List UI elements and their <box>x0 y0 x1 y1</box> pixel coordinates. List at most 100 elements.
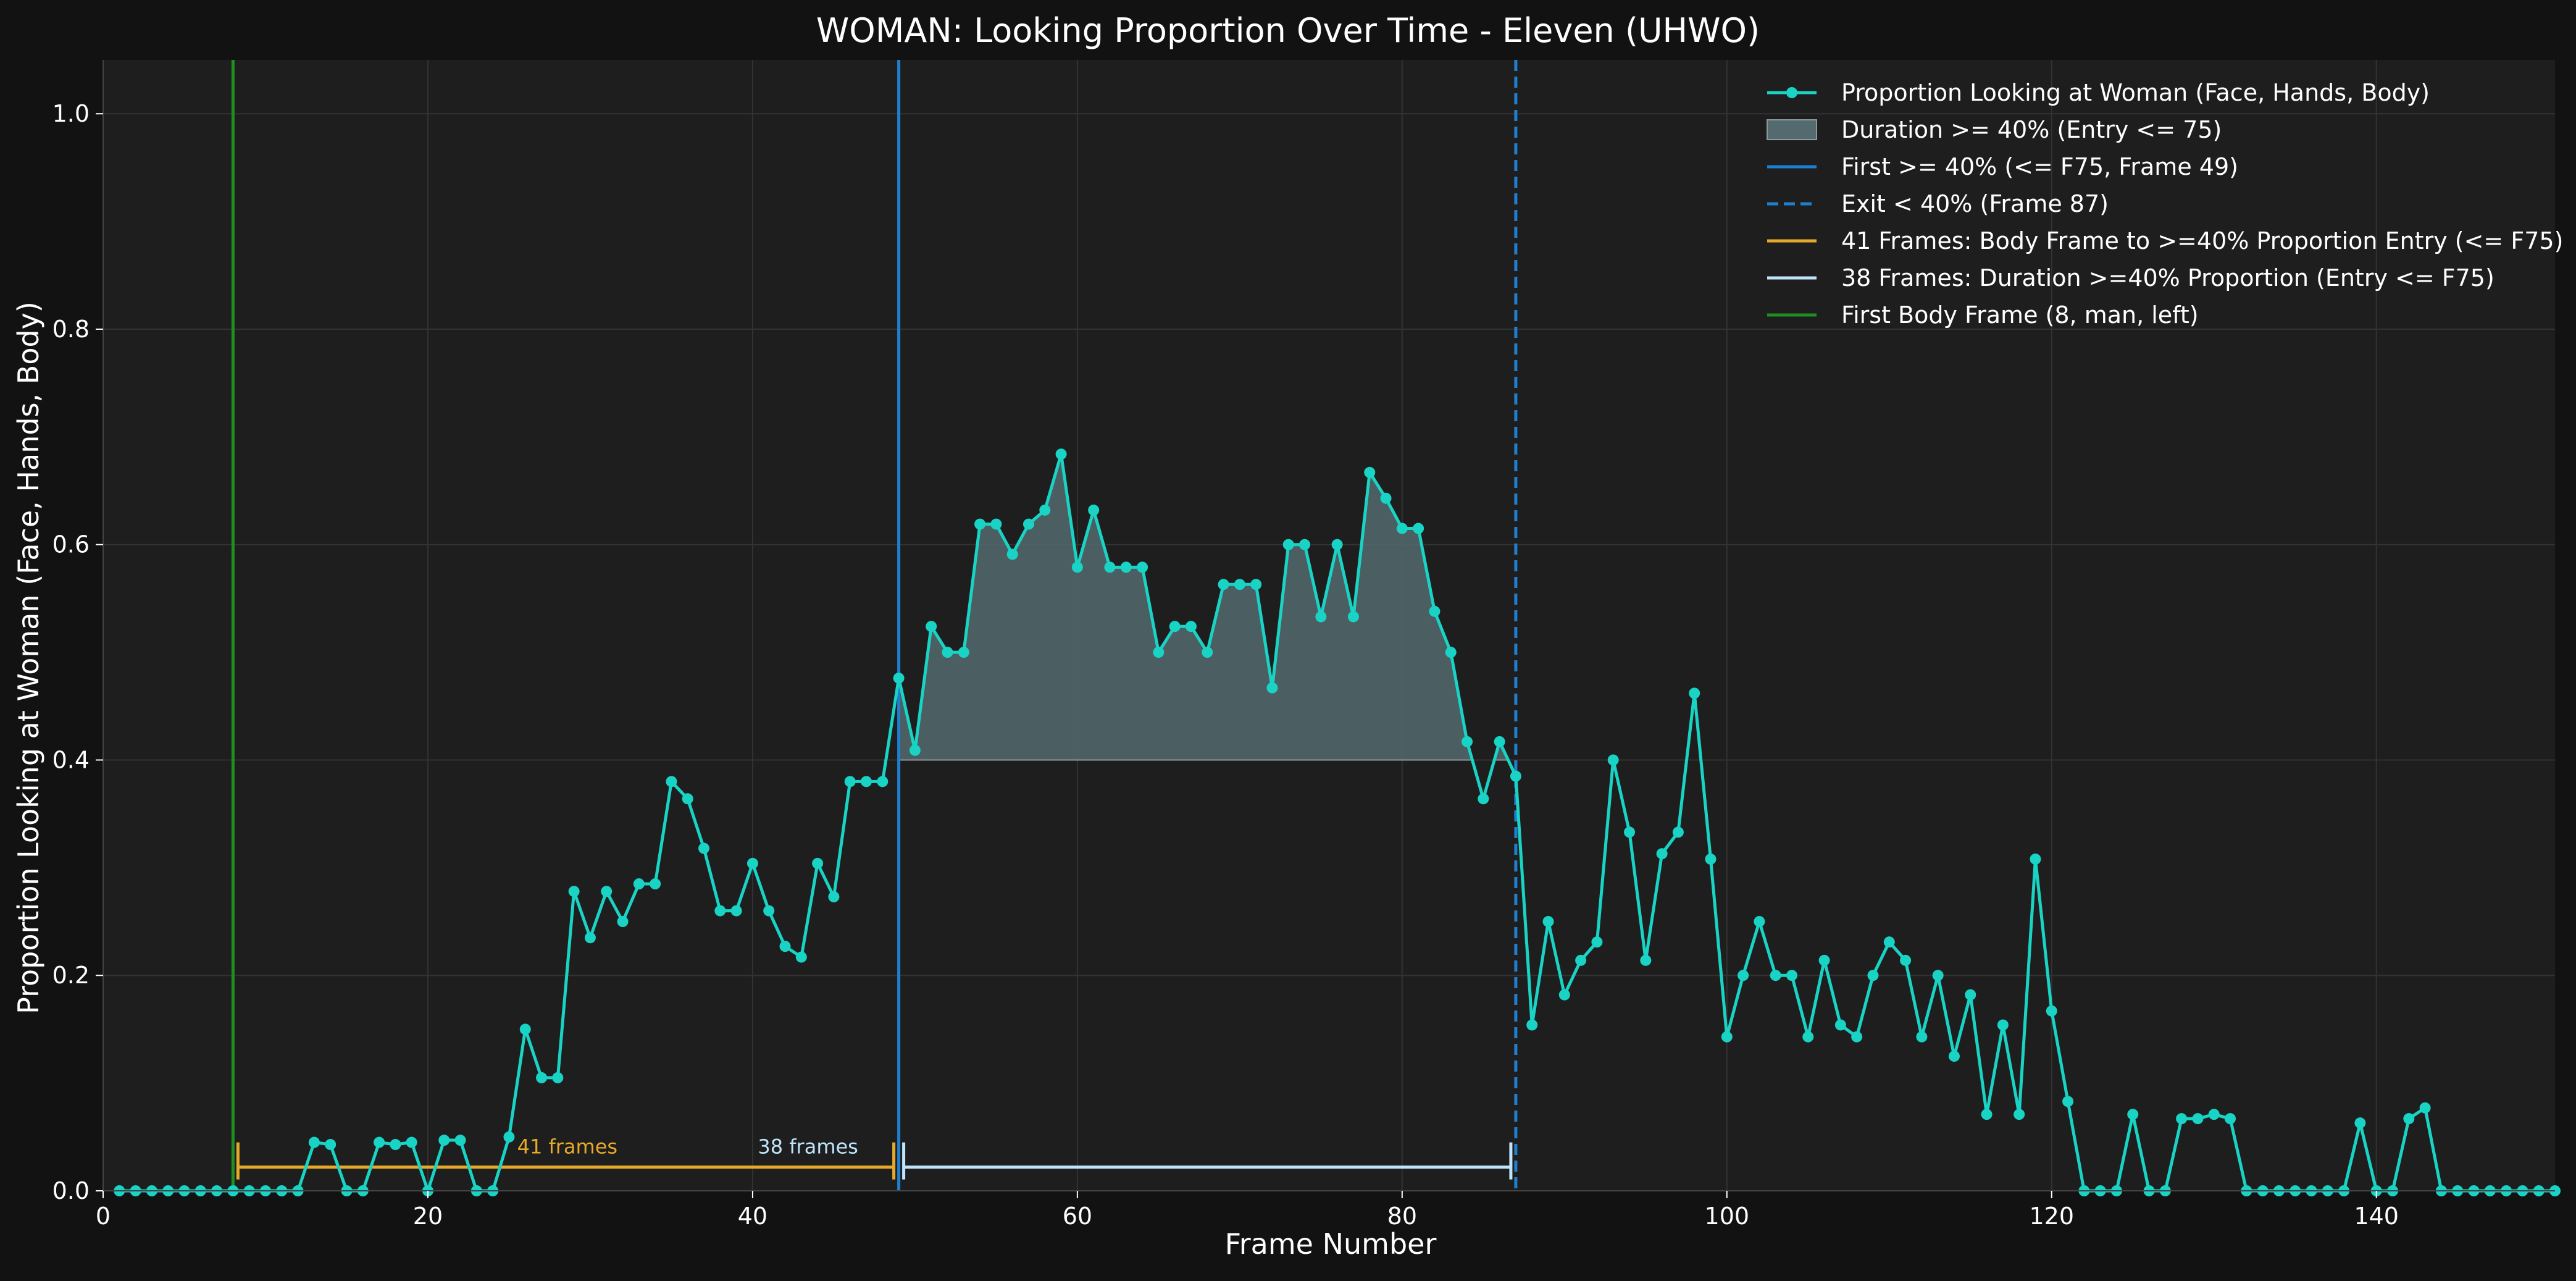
data-point <box>828 891 840 902</box>
data-point <box>1071 561 1083 573</box>
x-tick-label: 140 <box>2354 1203 2399 1230</box>
data-point <box>584 932 596 944</box>
data-point <box>958 647 969 658</box>
data-point <box>2419 1102 2431 1114</box>
data-point <box>1981 1109 1993 1120</box>
data-point <box>1055 448 1067 460</box>
data-point <box>1786 970 1797 981</box>
data-point <box>1266 682 1278 694</box>
y-tick-label: 0.4 <box>52 746 90 773</box>
data-point <box>1965 989 1976 1001</box>
data-point <box>990 518 1002 530</box>
data-point <box>1851 1031 1863 1043</box>
data-point <box>1672 826 1684 838</box>
data-point <box>374 1136 385 1148</box>
data-point <box>1022 518 1034 530</box>
chart-title: WOMAN: Looking Proportion Over Time - El… <box>816 11 1760 50</box>
data-point <box>2403 1113 2415 1125</box>
data-point <box>1558 989 1570 1001</box>
b41-annotation: 41 frames <box>517 1135 617 1159</box>
x-tick-label: 60 <box>1063 1203 1092 1230</box>
data-point <box>2176 1113 2188 1125</box>
data-point <box>1347 611 1359 623</box>
data-point <box>1575 954 1587 966</box>
data-point <box>1916 1031 1928 1043</box>
data-point <box>2192 1113 2204 1125</box>
data-point <box>2208 1109 2220 1120</box>
data-point <box>650 878 661 890</box>
data-point <box>2127 1109 2139 1120</box>
data-point <box>1867 970 1879 981</box>
data-point <box>893 672 905 684</box>
data-point <box>1591 936 1603 948</box>
x-tick-label: 80 <box>1387 1203 1417 1230</box>
data-point <box>1624 826 1636 838</box>
legend-label-first: First >= 40% (<= F75, Frame 49) <box>1841 153 2238 180</box>
data-point <box>1705 853 1717 865</box>
data-point <box>1282 539 1294 550</box>
legend-swatch-fill <box>1767 119 1817 140</box>
data-point <box>519 1023 531 1035</box>
data-point <box>1364 466 1376 478</box>
legend-label-b38: 38 Frames: Duration >=40% Proportion (En… <box>1841 264 2494 292</box>
data-point <box>2030 853 2041 865</box>
data-point <box>877 776 889 788</box>
data-point <box>844 776 856 788</box>
data-point <box>1429 605 1441 617</box>
x-tick-label: 20 <box>413 1203 443 1230</box>
data-point <box>1088 504 1100 516</box>
data-point <box>1656 848 1668 860</box>
data-point <box>779 941 791 952</box>
data-point <box>974 518 986 530</box>
y-tick-label: 0.2 <box>52 962 90 989</box>
legend-marker-series <box>1786 87 1797 98</box>
data-point <box>1640 954 1652 966</box>
data-point <box>1006 548 1018 560</box>
x-tick-label: 120 <box>2029 1203 2074 1230</box>
b38-annotation: 38 frames <box>758 1135 858 1159</box>
data-point <box>1900 954 1912 966</box>
data-point <box>1542 916 1554 928</box>
brackets-layer: 41 frames 38 frames <box>236 1135 1513 1180</box>
vertical-lines-layer <box>231 60 1518 1191</box>
data-point <box>926 621 937 632</box>
axes-layer: 0 20 40 60 80 100 120 140 0.0 0.2 0.4 0.6 0.8 1.0 <box>52 60 2555 1230</box>
data-point <box>1445 647 1457 658</box>
data-point <box>390 1139 401 1151</box>
data-point <box>1510 770 1521 782</box>
legend-label-b41: 41 Frames: Body Frame to >=40% Proportio… <box>1841 227 2563 254</box>
data-point <box>1818 954 1830 966</box>
data-point <box>1607 754 1619 766</box>
data-point <box>1834 1019 1846 1031</box>
legend-label-series: Proportion Looking at Woman (Face, Hands… <box>1841 79 2430 106</box>
y-tick-label: 1.0 <box>52 100 90 127</box>
legend: Proportion Looking at Woman (Face, Hands… <box>1767 79 2563 329</box>
data-point <box>1494 736 1505 747</box>
data-point <box>1754 916 1765 928</box>
data-point <box>438 1135 450 1146</box>
data-point <box>1234 579 1245 590</box>
data-point <box>682 793 693 805</box>
data-point <box>1802 1031 1814 1043</box>
data-point <box>568 886 580 897</box>
data-point <box>812 857 824 869</box>
data-point <box>2225 1113 2236 1125</box>
data-point <box>909 744 921 756</box>
legend-label-fill: Duration >= 40% (Entry <= 75) <box>1841 116 2222 143</box>
data-point <box>454 1135 466 1146</box>
data-point <box>1689 687 1700 699</box>
data-point <box>1315 611 1327 623</box>
data-point <box>2014 1109 2025 1120</box>
x-tick-label: 0 <box>96 1203 111 1230</box>
data-point <box>536 1072 548 1083</box>
data-point <box>1948 1051 1960 1062</box>
data-point <box>795 951 807 963</box>
data-point <box>1721 1031 1733 1043</box>
data-point <box>1883 936 1895 948</box>
data-point <box>1153 647 1165 658</box>
data-point <box>503 1131 515 1143</box>
data-point <box>730 905 742 917</box>
x-tick-label: 100 <box>1705 1203 1750 1230</box>
data-point <box>1039 504 1051 516</box>
